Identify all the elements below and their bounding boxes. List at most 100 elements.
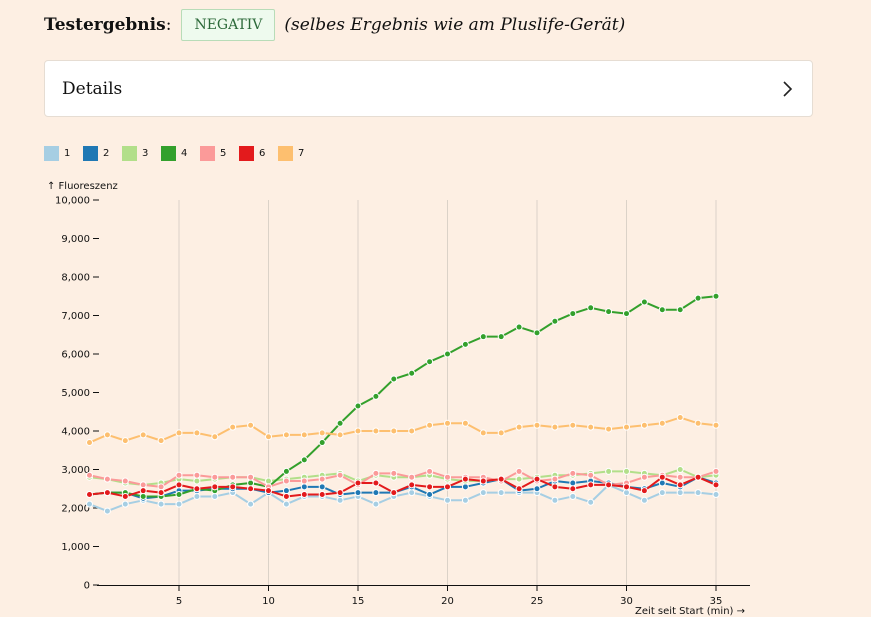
data-point-2-19: [426, 491, 434, 499]
data-point-2-15: [354, 489, 362, 497]
data-point-5-3: [139, 481, 147, 489]
data-point-6-21: [461, 475, 469, 483]
data-point-4-33: [676, 306, 684, 314]
y-tick-label-4000: 4,000: [61, 427, 90, 438]
data-point-7-21: [461, 419, 469, 427]
data-point-5-2: [121, 477, 129, 485]
data-point-7-7: [211, 433, 219, 441]
data-point-7-9: [247, 421, 255, 429]
x-tick-label-25: 25: [531, 596, 544, 607]
data-point-5-28: [587, 471, 595, 479]
series-6: [86, 473, 720, 500]
data-point-1-1: [103, 507, 111, 515]
details-toggle[interactable]: Details: [44, 60, 813, 117]
data-point-5-19: [426, 467, 434, 475]
legend-label-4: 4: [181, 148, 188, 159]
legend-label-6: 6: [259, 148, 266, 159]
legend-label-2: 2: [103, 148, 110, 159]
data-point-5-16: [372, 469, 380, 477]
data-point-4-15: [354, 402, 362, 410]
legend-label-5: 5: [220, 148, 227, 159]
data-point-7-5: [175, 429, 183, 437]
data-point-5-35: [712, 467, 720, 475]
data-point-1-18: [408, 489, 416, 497]
data-point-7-6: [193, 429, 201, 437]
data-point-4-12: [300, 456, 308, 464]
data-point-6-10: [265, 487, 272, 495]
x-tick-label-20: 20: [441, 596, 454, 607]
data-point-7-15: [354, 427, 362, 435]
data-point-2-11: [282, 487, 290, 495]
data-point-4-31: [640, 298, 648, 306]
y-tick-label-8000: 8,000: [61, 273, 90, 284]
data-point-4-16: [372, 392, 380, 400]
data-point-7-24: [515, 423, 523, 431]
data-point-6-33: [676, 481, 684, 489]
data-point-1-31: [640, 496, 648, 504]
data-point-6-12: [300, 491, 308, 499]
data-point-6-6: [193, 485, 201, 493]
data-point-5-4: [157, 483, 165, 491]
data-point-4-19: [426, 358, 434, 366]
data-point-7-11: [282, 431, 290, 439]
data-point-7-0: [86, 439, 93, 447]
data-point-4-28: [587, 304, 595, 312]
legend-label-7: 7: [298, 148, 305, 159]
legend-swatch-5: [200, 146, 215, 161]
data-point-6-0: [86, 491, 93, 499]
data-point-6-28: [587, 481, 595, 489]
data-point-6-7: [211, 483, 219, 491]
legend-swatch-2: [83, 146, 98, 161]
data-point-7-12: [300, 431, 308, 439]
series-7: [86, 414, 720, 447]
data-point-7-19: [426, 421, 434, 429]
data-point-4-30: [623, 310, 630, 318]
data-point-1-34: [694, 489, 702, 497]
data-point-3-6: [193, 477, 201, 485]
data-point-4-18: [408, 369, 416, 377]
data-point-5-17: [390, 469, 398, 477]
data-point-5-18: [408, 473, 416, 481]
data-point-5-20: [444, 473, 451, 481]
data-point-1-23: [497, 489, 505, 497]
chevron-right-icon: [783, 80, 793, 97]
data-point-4-25: [533, 329, 541, 337]
legend-item-4: 4: [161, 146, 200, 161]
data-point-1-22: [479, 489, 487, 497]
x-tick-label-35: 35: [710, 596, 723, 607]
data-point-3-30: [623, 467, 630, 475]
data-point-6-17: [390, 489, 398, 497]
data-point-1-9: [247, 500, 255, 508]
legend-item-5: 5: [200, 146, 239, 161]
data-point-1-2: [121, 500, 129, 508]
data-point-5-14: [336, 471, 344, 479]
data-point-2-12: [300, 483, 308, 491]
data-point-7-32: [658, 419, 666, 427]
data-point-2-25: [533, 485, 541, 493]
x-tick-label-5: 5: [176, 596, 182, 607]
data-point-7-25: [533, 421, 541, 429]
data-point-4-23: [497, 333, 505, 341]
data-point-7-17: [390, 427, 398, 435]
data-point-7-28: [587, 423, 595, 431]
data-point-1-20: [444, 496, 451, 504]
test-result-label: Testergebnis: [44, 15, 166, 35]
data-point-4-24: [515, 323, 523, 331]
data-point-7-33: [676, 414, 684, 422]
data-point-6-11: [282, 492, 290, 500]
data-point-6-23: [497, 475, 505, 483]
data-point-4-22: [479, 333, 487, 341]
data-point-4-29: [605, 308, 613, 316]
data-point-7-34: [694, 419, 702, 427]
data-point-5-27: [569, 469, 577, 477]
data-point-6-26: [551, 483, 559, 491]
data-point-1-21: [461, 496, 469, 504]
data-point-5-26: [551, 475, 559, 483]
data-point-1-14: [336, 496, 344, 504]
series-4: [86, 292, 720, 500]
x-axis-label: Zeit seit Start (min) →: [635, 606, 745, 617]
data-point-4-13: [318, 439, 326, 447]
data-point-6-19: [426, 483, 434, 491]
data-point-1-4: [157, 500, 165, 508]
